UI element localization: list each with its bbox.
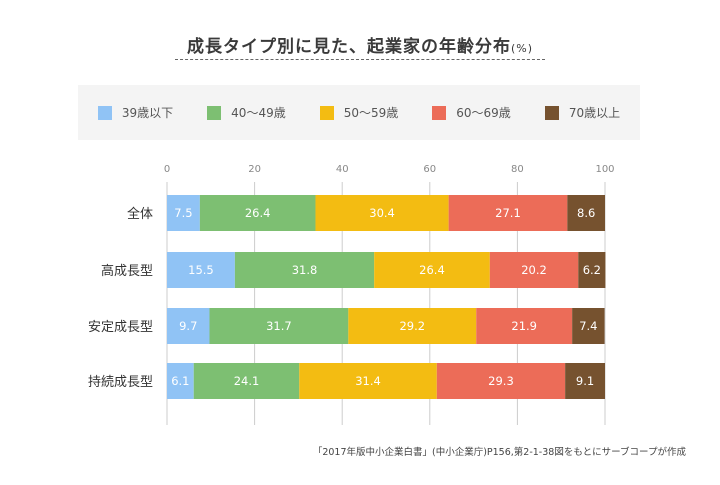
title-unit: (%) — [510, 42, 534, 55]
x-tick-label: 100 — [595, 164, 614, 175]
data-label: 24.1 — [234, 374, 260, 388]
legend-swatch — [97, 105, 112, 120]
bar-segment — [167, 308, 210, 344]
bar-segment — [348, 308, 477, 344]
data-label: 21.9 — [511, 319, 537, 333]
category-label: 全体 — [127, 206, 153, 222]
data-label: 6.1 — [171, 374, 189, 388]
legend-label: 70歳以上 — [568, 106, 621, 120]
bar-segment — [199, 195, 316, 231]
category-label: 安定成長型 — [88, 320, 153, 335]
data-label: 9.1 — [576, 374, 594, 388]
source-note: 「2017年版中小企業白書」(中小企業庁)P156,第2-1-38図をもとにサー… — [312, 447, 686, 458]
data-label: 31.7 — [266, 319, 292, 333]
chart-title: 成長タイプ別に見た、起業家の年齢分布(%) — [0, 32, 720, 57]
x-tick-label: 80 — [511, 164, 524, 175]
bar-segment — [234, 252, 375, 288]
legend-item: 60〜69歳 — [432, 104, 511, 121]
legend-swatch — [432, 105, 447, 120]
bar-segment — [299, 363, 437, 399]
x-tick-label: 0 — [164, 164, 170, 175]
title-text: 成長タイプ別に見た、起業家の年齢分布 — [186, 37, 511, 57]
data-label: 7.4 — [579, 319, 597, 333]
bar-segment — [436, 363, 566, 399]
x-tick-label: 40 — [336, 164, 349, 175]
x-tick-label: 20 — [248, 164, 261, 175]
title-divider — [175, 59, 545, 60]
legend-swatch — [207, 105, 222, 120]
bar-segment — [167, 195, 200, 231]
data-label: 20.2 — [521, 263, 547, 277]
data-label: 29.2 — [399, 319, 425, 333]
legend: 39歳以下 40〜49歳 50〜59歳 60〜69歳 70歳以上 — [78, 85, 640, 140]
data-label: 31.8 — [292, 263, 318, 277]
bar-segment — [193, 363, 300, 399]
legend-label: 40〜49歳 — [231, 106, 286, 120]
bar-segment — [578, 252, 606, 288]
legend-item: 50〜59歳 — [319, 104, 399, 121]
legend-item: 39歳以下 — [97, 104, 174, 121]
bar-segment — [167, 363, 194, 399]
data-label: 27.1 — [495, 206, 521, 220]
data-label: 7.5 — [174, 206, 192, 220]
data-label: 26.4 — [245, 206, 271, 220]
bar-segment — [167, 252, 235, 288]
bar-segment — [572, 308, 605, 344]
data-label: 31.4 — [355, 374, 381, 388]
bar-segment — [209, 308, 349, 344]
data-label: 15.5 — [188, 263, 214, 277]
bar-segment — [567, 195, 605, 231]
legend-item: 70歳以上 — [544, 104, 621, 121]
category-label: 高成長型 — [101, 263, 153, 279]
x-tick-label: 60 — [423, 164, 436, 175]
legend-swatch — [319, 105, 334, 120]
bar-segment — [448, 195, 568, 231]
legend-label: 60〜69歳 — [456, 106, 511, 120]
legend-swatch — [544, 105, 559, 120]
bar-segment — [476, 308, 573, 344]
data-label: 29.3 — [488, 374, 514, 388]
legend-item: 40〜49歳 — [207, 104, 286, 121]
bar-segment — [315, 195, 449, 231]
data-label: 30.4 — [369, 206, 395, 220]
legend-label: 50〜59歳 — [343, 106, 399, 120]
bar-segment — [565, 363, 605, 399]
bar-segment — [374, 252, 490, 288]
data-label: 8.6 — [577, 206, 595, 220]
category-label: 持続成長型 — [88, 375, 153, 390]
bar-segment — [489, 252, 579, 288]
data-label: 9.7 — [179, 319, 197, 333]
data-label: 26.4 — [419, 263, 445, 277]
legend-label: 39歳以下 — [121, 106, 174, 120]
data-label: 6.2 — [583, 263, 601, 277]
